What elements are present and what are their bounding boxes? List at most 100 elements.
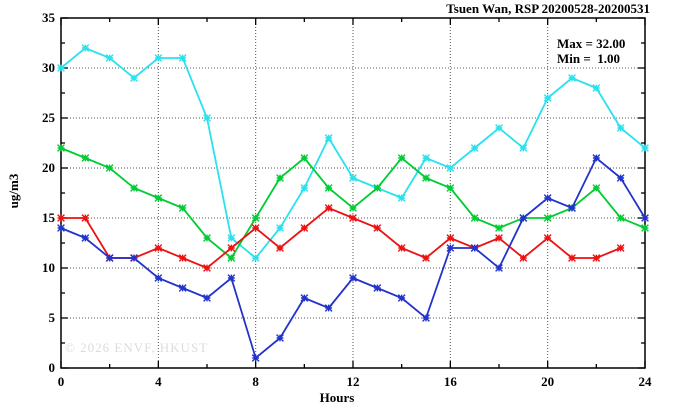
data-point-marker-cyan <box>105 54 114 62</box>
data-point-marker-green <box>495 224 503 232</box>
data-point-marker-red <box>446 234 455 242</box>
y-tick-label: 10 <box>42 260 55 275</box>
data-point-marker-green <box>324 184 333 192</box>
minmax-annotation: Max = 32.00 Min = 1.00 <box>557 36 625 66</box>
x-tick-label: 16 <box>443 374 457 389</box>
data-point-marker-blue <box>324 304 333 312</box>
data-point-marker-blue <box>422 314 430 322</box>
data-point-marker-green <box>397 154 406 162</box>
data-point-marker-green <box>105 164 114 172</box>
data-point-marker-green <box>251 214 260 222</box>
data-point-marker-red <box>81 214 90 222</box>
data-point-marker-blue <box>57 224 65 232</box>
data-point-marker-red <box>203 264 211 272</box>
x-tick-label: 24 <box>638 374 652 389</box>
max-value-label: Max = 32.00 <box>557 36 626 51</box>
x-tick-label: 8 <box>252 374 259 389</box>
data-point-marker-red <box>568 254 576 262</box>
data-point-marker-cyan <box>616 124 625 132</box>
data-point-marker-green <box>203 234 211 242</box>
data-point-marker-blue <box>251 354 260 362</box>
data-point-marker-red <box>227 244 236 252</box>
data-point-marker-cyan <box>592 84 601 92</box>
data-point-marker-cyan <box>349 174 357 182</box>
data-point-marker-cyan <box>519 144 528 152</box>
data-point-marker-red <box>57 214 65 222</box>
data-point-marker-red <box>300 224 309 232</box>
data-point-marker-green <box>422 174 430 182</box>
y-tick-label: 30 <box>42 60 55 75</box>
data-point-marker-cyan <box>154 54 163 62</box>
y-tick-label: 0 <box>48 360 56 375</box>
series-line-red <box>61 206 622 270</box>
data-point-marker-blue <box>568 204 576 212</box>
data-point-marker-blue <box>81 234 90 242</box>
data-point-marker-cyan <box>641 144 649 152</box>
data-point-marker-blue <box>616 174 625 182</box>
data-point-marker-green <box>130 184 138 192</box>
data-point-marker-red <box>616 244 625 252</box>
y-tick-label: 35 <box>42 10 55 25</box>
y-tick-label: 5 <box>48 310 56 325</box>
data-point-marker-red <box>422 254 430 262</box>
data-point-marker-blue <box>349 274 357 282</box>
data-point-marker-cyan <box>57 64 65 72</box>
data-point-marker-red <box>349 214 357 222</box>
data-point-marker-cyan <box>178 54 187 62</box>
x-tick-label: 12 <box>346 374 360 389</box>
series-green <box>57 144 649 262</box>
x-axis-label: Hours <box>319 390 355 405</box>
y-tick-label: 20 <box>42 160 55 175</box>
data-point-marker-cyan <box>130 74 138 82</box>
data-point-marker-red <box>251 224 260 232</box>
data-point-marker-cyan <box>81 44 90 52</box>
data-point-marker-cyan <box>397 194 406 202</box>
data-point-marker-blue <box>641 214 649 222</box>
data-point-marker-cyan <box>251 254 260 262</box>
data-point-marker-green <box>470 214 479 222</box>
data-point-marker-red <box>543 234 552 242</box>
y-tick-label: 15 <box>42 210 55 225</box>
series-line-green <box>60 147 646 260</box>
series-blue <box>57 154 649 362</box>
data-point-marker-green <box>227 254 236 262</box>
data-point-marker-blue <box>154 274 163 282</box>
data-point-marker-green <box>349 204 357 212</box>
x-tick-label: 0 <box>57 374 65 389</box>
data-point-marker-cyan <box>203 114 211 122</box>
data-point-marker-cyan <box>300 184 309 192</box>
data-point-marker-blue <box>470 244 479 252</box>
data-point-marker-blue <box>446 244 455 252</box>
data-point-marker-cyan <box>446 164 455 172</box>
data-point-marker-green <box>178 204 187 212</box>
data-point-marker-blue <box>276 334 284 342</box>
data-point-marker-blue <box>592 154 601 162</box>
data-point-marker-cyan <box>568 74 576 82</box>
data-point-marker-red <box>495 234 503 242</box>
series-red <box>57 204 625 272</box>
y-axis-label: ug/m3 <box>6 173 21 209</box>
data-point-marker-red <box>324 204 333 212</box>
watermark: © 2026 ENVF, HKUST <box>65 340 209 355</box>
data-point-marker-green <box>616 214 625 222</box>
y-tick-label: 25 <box>42 110 55 125</box>
data-point-marker-green <box>154 194 163 202</box>
data-point-marker-green <box>641 224 649 232</box>
data-point-marker-red <box>178 254 187 262</box>
data-point-marker-blue <box>130 254 138 262</box>
data-point-marker-cyan <box>324 134 333 142</box>
data-point-marker-red <box>373 224 382 232</box>
data-point-marker-red <box>276 244 284 252</box>
data-point-marker-green <box>373 184 382 192</box>
data-point-marker-blue <box>178 284 187 292</box>
data-point-marker-blue <box>105 254 114 262</box>
data-point-marker-green <box>446 184 455 192</box>
data-point-marker-red <box>519 254 528 262</box>
data-point-marker-cyan <box>422 154 430 162</box>
data-point-marker-green <box>300 154 309 162</box>
x-tick-label: 4 <box>155 374 162 389</box>
data-point-marker-cyan <box>276 224 284 232</box>
data-point-marker-red <box>154 244 163 252</box>
